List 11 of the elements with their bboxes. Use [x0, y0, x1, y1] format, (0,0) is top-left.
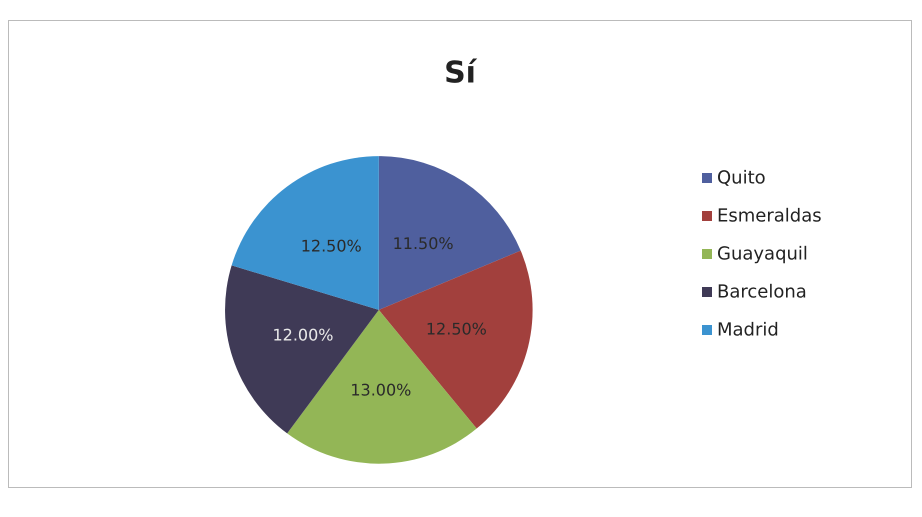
legend-label: Esmeraldas [717, 206, 822, 226]
legend-label: Guayaquil [717, 244, 808, 264]
legend-label: Madrid [717, 320, 779, 340]
legend-label: Barcelona [717, 282, 807, 302]
data-label: 12.50% [426, 320, 487, 339]
data-label: 13.00% [350, 380, 412, 400]
legend-label: Quito [717, 168, 766, 188]
data-label: 12.00% [272, 325, 334, 344]
data-label: 12.50% [300, 236, 362, 256]
chart-title: Sí [444, 56, 478, 90]
data-label: 11.50% [392, 234, 454, 253]
